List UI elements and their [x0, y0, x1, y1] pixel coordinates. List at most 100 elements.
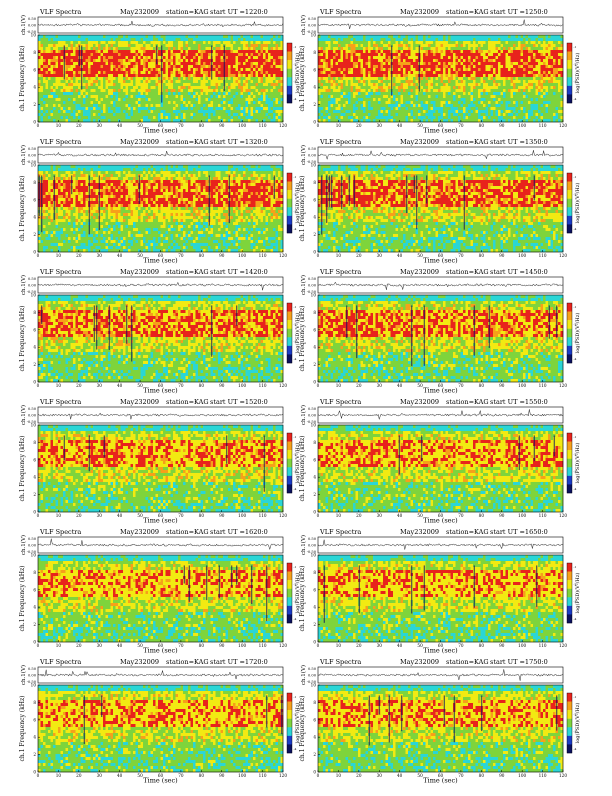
spectrogram-cell: [476, 62, 479, 65]
spectrogram-cell: [396, 80, 399, 83]
spectrogram-cell: [346, 113, 349, 116]
spectrogram-cell: [408, 89, 411, 92]
spectrogram-cell: [366, 65, 369, 68]
spectrogram-cell: [158, 65, 161, 68]
spectrogram-cell: [206, 77, 209, 80]
spectrogram-cell: [91, 95, 94, 98]
spectrogram-cell: [91, 53, 94, 56]
spectrogram-cell: [61, 98, 64, 101]
spectrogram-cell: [403, 41, 406, 44]
spectrogram-cell: [236, 80, 239, 83]
spectrogram-cell: [408, 116, 411, 119]
spectrogram-cell: [366, 50, 369, 53]
spectrogram-cell: [246, 59, 249, 62]
spectrogram-cell: [408, 95, 411, 98]
spectrogram-cell: [188, 86, 191, 89]
spectrogram-cell: [333, 41, 336, 44]
spectrogram-cell: [388, 74, 391, 77]
spectrogram-cell: [268, 44, 271, 47]
spectrogram-cell: [58, 47, 61, 50]
spectrogram-cell: [351, 86, 354, 89]
spectrogram-cell: [268, 95, 271, 98]
spectrogram-cell: [191, 89, 194, 92]
spectrogram-cell: [438, 38, 441, 41]
spectrogram-cell: [263, 77, 266, 80]
spectrogram-cell: [203, 92, 206, 95]
spectrogram-cell: [423, 44, 426, 47]
spectrogram-cell: [111, 92, 114, 95]
spectrogram-cell: [323, 83, 326, 86]
spectrogram-cell: [93, 89, 96, 92]
spectrogram-cell: [486, 95, 489, 98]
spectrogram-cell: [38, 107, 41, 110]
spectrogram-cell: [151, 50, 154, 53]
spectrogram-cell: [248, 56, 251, 59]
spectrogram-cell: [68, 104, 71, 107]
spectrogram-cell: [96, 110, 99, 113]
spectrogram-cell: [143, 80, 146, 83]
spectrogram-cell: [491, 104, 494, 107]
spectrogram-cell: [428, 116, 431, 119]
spectrogram-cell: [61, 44, 64, 47]
spectrogram-cell: [143, 56, 146, 59]
spectrogram-cell: [68, 50, 71, 53]
spectrogram-cell: [368, 95, 371, 98]
spectrogram-cell: [363, 107, 366, 110]
spectrogram-cell: [228, 65, 231, 68]
spectrogram-cell: [231, 113, 234, 116]
spectrogram-cell: [358, 41, 361, 44]
spectrogram-cell: [418, 113, 421, 116]
spectrogram-cell: [376, 98, 379, 101]
spectrogram-cell: [43, 44, 46, 47]
spectrogram-cell: [253, 38, 256, 41]
spectrogram-cell: [318, 80, 321, 83]
spectrogram-cell: [243, 77, 246, 80]
spectrogram-cell: [341, 80, 344, 83]
spectrogram-cell: [253, 74, 256, 77]
spectrogram-cell: [213, 104, 216, 107]
spectrogram-cell: [38, 50, 41, 53]
spectrogram-cell: [41, 101, 44, 104]
spectrogram-cell: [341, 86, 344, 89]
spectrogram-cell: [433, 110, 436, 113]
spectrogram-cell: [456, 44, 459, 47]
spectrogram-cell: [51, 92, 54, 95]
spectrogram-cell: [186, 80, 189, 83]
spectrogram-cell: [453, 95, 456, 98]
spectrogram-cell: [48, 44, 51, 47]
spectrogram-cell: [388, 113, 391, 116]
spectrogram-cell: [318, 113, 321, 116]
spectrogram-cell: [478, 89, 481, 92]
spectrogram-cell: [358, 68, 361, 71]
spectrogram-cell: [336, 71, 339, 74]
spectrogram-cell: [246, 101, 249, 104]
spectrogram-streak: [419, 45, 420, 91]
spectrogram-cell: [253, 50, 256, 53]
spectrogram-cell: [153, 62, 156, 65]
spectrogram-cell: [451, 47, 454, 50]
spectrogram-cell: [361, 68, 364, 71]
spectrogram-cell: [208, 44, 211, 47]
spectrogram-cell: [248, 68, 251, 71]
spectrogram-cell: [276, 101, 279, 104]
spectrogram-cell: [393, 83, 396, 86]
spectrogram-cell: [376, 71, 379, 74]
spectrogram-cell: [233, 104, 236, 107]
spectrogram-cell: [201, 68, 204, 71]
spectrogram-cell: [228, 59, 231, 62]
spectrogram-cell: [366, 47, 369, 50]
spectrogram-cell: [348, 38, 351, 41]
spectrogram-cell: [433, 53, 436, 56]
spectrogram-cell: [321, 62, 324, 65]
spectrogram-cell: [328, 113, 331, 116]
spectrogram-cell: [321, 53, 324, 56]
spectrogram-cell: [471, 62, 474, 65]
spectrogram-cell: [353, 50, 356, 53]
spectrogram-cell: [128, 68, 131, 71]
spectrogram-cell: [83, 92, 86, 95]
spectrogram-cell: [383, 101, 386, 104]
spectrogram-cell: [181, 68, 184, 71]
spectrogram-cell: [473, 62, 476, 65]
spectrogram-cell: [346, 35, 349, 38]
spectrogram-cell: [463, 74, 466, 77]
